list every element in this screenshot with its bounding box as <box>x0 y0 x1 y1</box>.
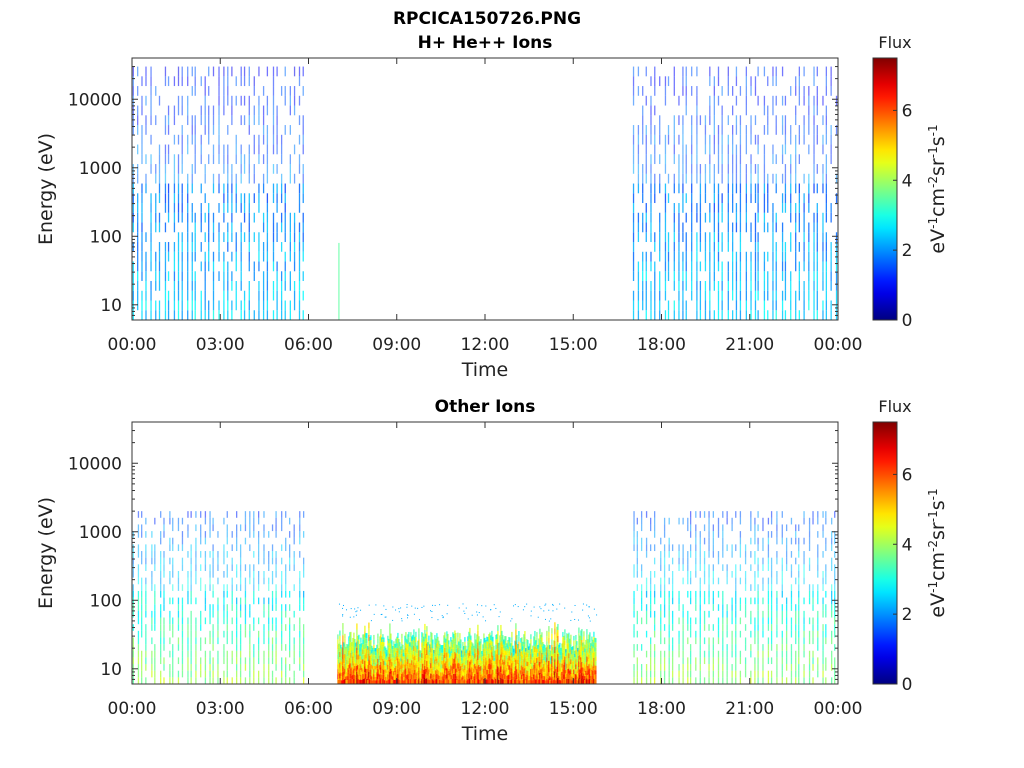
x-tick-label: 12:00 <box>461 335 510 355</box>
colorbar-tick-label: 4 <box>902 171 913 191</box>
colorbar-label: eV-1cm-2sr-1s-1 <box>926 124 949 253</box>
x-tick-label: 09:00 <box>372 335 421 355</box>
figure-title: RPCICA150726.PNG <box>393 9 581 29</box>
colorbar-tick-label: 0 <box>902 311 913 331</box>
x-tick-label: 03:00 <box>196 335 245 355</box>
y-axis-label: Energy (eV) <box>35 133 57 245</box>
y-tick-label: 100 <box>90 227 122 247</box>
panel-title: H+ He++ Ions <box>418 33 553 53</box>
x-tick-label: 21:00 <box>725 335 774 355</box>
x-tick-label: 18:00 <box>637 335 686 355</box>
colorbar <box>872 57 898 321</box>
panel-title: Other Ions <box>435 397 536 417</box>
spectrogram <box>132 66 838 320</box>
y-tick-label: 10000 <box>68 90 122 110</box>
y-tick-label: 1000 <box>79 159 122 179</box>
colorbar-tick-label: 6 <box>902 101 913 121</box>
y-tick-label: 10 <box>100 296 122 316</box>
x-tick-label: 06:00 <box>284 335 333 355</box>
colorbar-title: Flux <box>878 33 911 52</box>
x-tick-label: 00:00 <box>108 335 157 355</box>
x-tick-label: 15:00 <box>549 335 598 355</box>
spectrogram <box>132 511 836 684</box>
x-tick-label: 00:00 <box>814 335 863 355</box>
panel-h-he-ions: H+ He++ Ions 00:00 03:00 06:00 09:00 12:00 15:… <box>35 33 949 381</box>
x-axis-label: Time <box>461 359 509 381</box>
colorbar-tick-label: 2 <box>902 241 913 261</box>
